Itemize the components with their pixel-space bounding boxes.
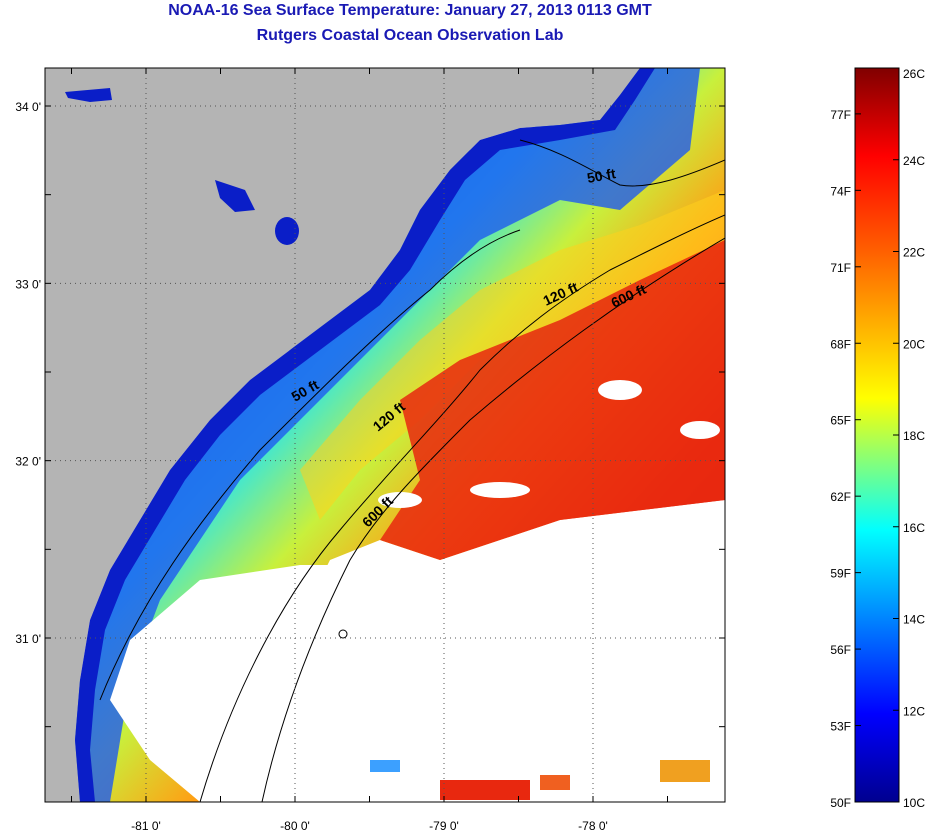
lat-tick-label: 34 0' — [15, 100, 41, 114]
colorbar-celsius-label: 10C — [903, 796, 925, 810]
sst-nearshore — [60, 68, 700, 802]
colorbar-labels: 26C 24C 22C 20C 18C 16C 14C 12C 10C 77F 74F 71F 68F 6… — [830, 67, 925, 810]
sst-warm-core — [380, 240, 725, 560]
inland-lake — [65, 88, 112, 102]
map-frame — [44, 67, 726, 803]
graticule — [45, 68, 725, 802]
axis-ticks — [45, 68, 725, 802]
lon-tick-label: -79 0' — [429, 819, 459, 832]
lon-tick-label: -80 0' — [280, 819, 310, 832]
colorbar-fahrenheit-label: 74F — [830, 184, 851, 198]
lon-tick-label: -78 0' — [578, 819, 608, 832]
sst-patch — [370, 760, 400, 772]
colorbar-celsius-label: 26C — [903, 67, 925, 81]
map-title: NOAA-16 Sea Surface Temperature: January… — [168, 2, 652, 19]
cloud-patch — [378, 492, 422, 508]
colorbar-fahrenheit-label: 50F — [830, 796, 851, 810]
lon-tick-label: -81 0' — [131, 819, 161, 832]
lat-tick-label: 32 0' — [15, 455, 41, 469]
colorbar-fahrenheit-label: 56F — [830, 643, 851, 657]
colorbar-fahrenheit-label: 62F — [830, 490, 851, 504]
cloud-patch — [598, 380, 642, 400]
contour-600ft — [261, 237, 725, 802]
sst-patch — [540, 775, 570, 790]
colorbar-celsius-label: 16C — [903, 521, 925, 535]
lat-tick-label: 31 0' — [15, 632, 41, 646]
colorbar-fahrenheit-label: 65F — [830, 414, 851, 428]
axis-tick-labels: -81 0' -80 0' -79 0' -78 0' 34 0' 33 0' 32 0' 3… — [15, 100, 607, 832]
colorbar-celsius-label: 18C — [903, 429, 925, 443]
inland-lake — [275, 217, 299, 245]
colorbar-celsius-label: 14C — [903, 613, 925, 627]
map-subtitle: Rutgers Coastal Ocean Observation Lab — [256, 27, 564, 44]
colorbar-celsius-label: 12C — [903, 704, 925, 718]
cloud-patch-south — [110, 505, 725, 802]
contour-120ft — [199, 214, 725, 802]
colorbar-fahrenheit-label: 77F — [830, 108, 851, 122]
contour-islet — [338, 629, 348, 639]
land-mass — [45, 68, 640, 802]
colorbar-fahrenheit-label: 71F — [830, 261, 851, 275]
inland-lake — [215, 180, 255, 212]
sst-midshelf — [300, 190, 725, 520]
sst-patch — [440, 780, 530, 800]
colorbar-ticks — [855, 67, 899, 803]
sst-patch — [660, 760, 710, 782]
colorbar — [854, 67, 900, 803]
contour-50ft — [519, 139, 725, 187]
colorbar-celsius-label: 20C — [903, 337, 925, 351]
colorbar-fahrenheit-label: 53F — [830, 720, 851, 734]
colorbar-fahrenheit-label: 59F — [830, 567, 851, 581]
colorbar-fahrenheit-label: 68F — [830, 337, 851, 351]
map-panel: 50 ft 50 ft 120 ft 120 ft 600 ft 600 ft — [45, 68, 725, 802]
colorbar-celsius-label: 22C — [903, 246, 925, 260]
lat-tick-label: 33 0' — [15, 277, 41, 291]
contour-50ft — [99, 229, 521, 701]
colorbar-celsius-label: 24C — [903, 154, 925, 168]
contour-label: 50 ft — [586, 165, 617, 186]
cloud-patch — [680, 421, 720, 439]
cloud-patch — [470, 482, 530, 498]
